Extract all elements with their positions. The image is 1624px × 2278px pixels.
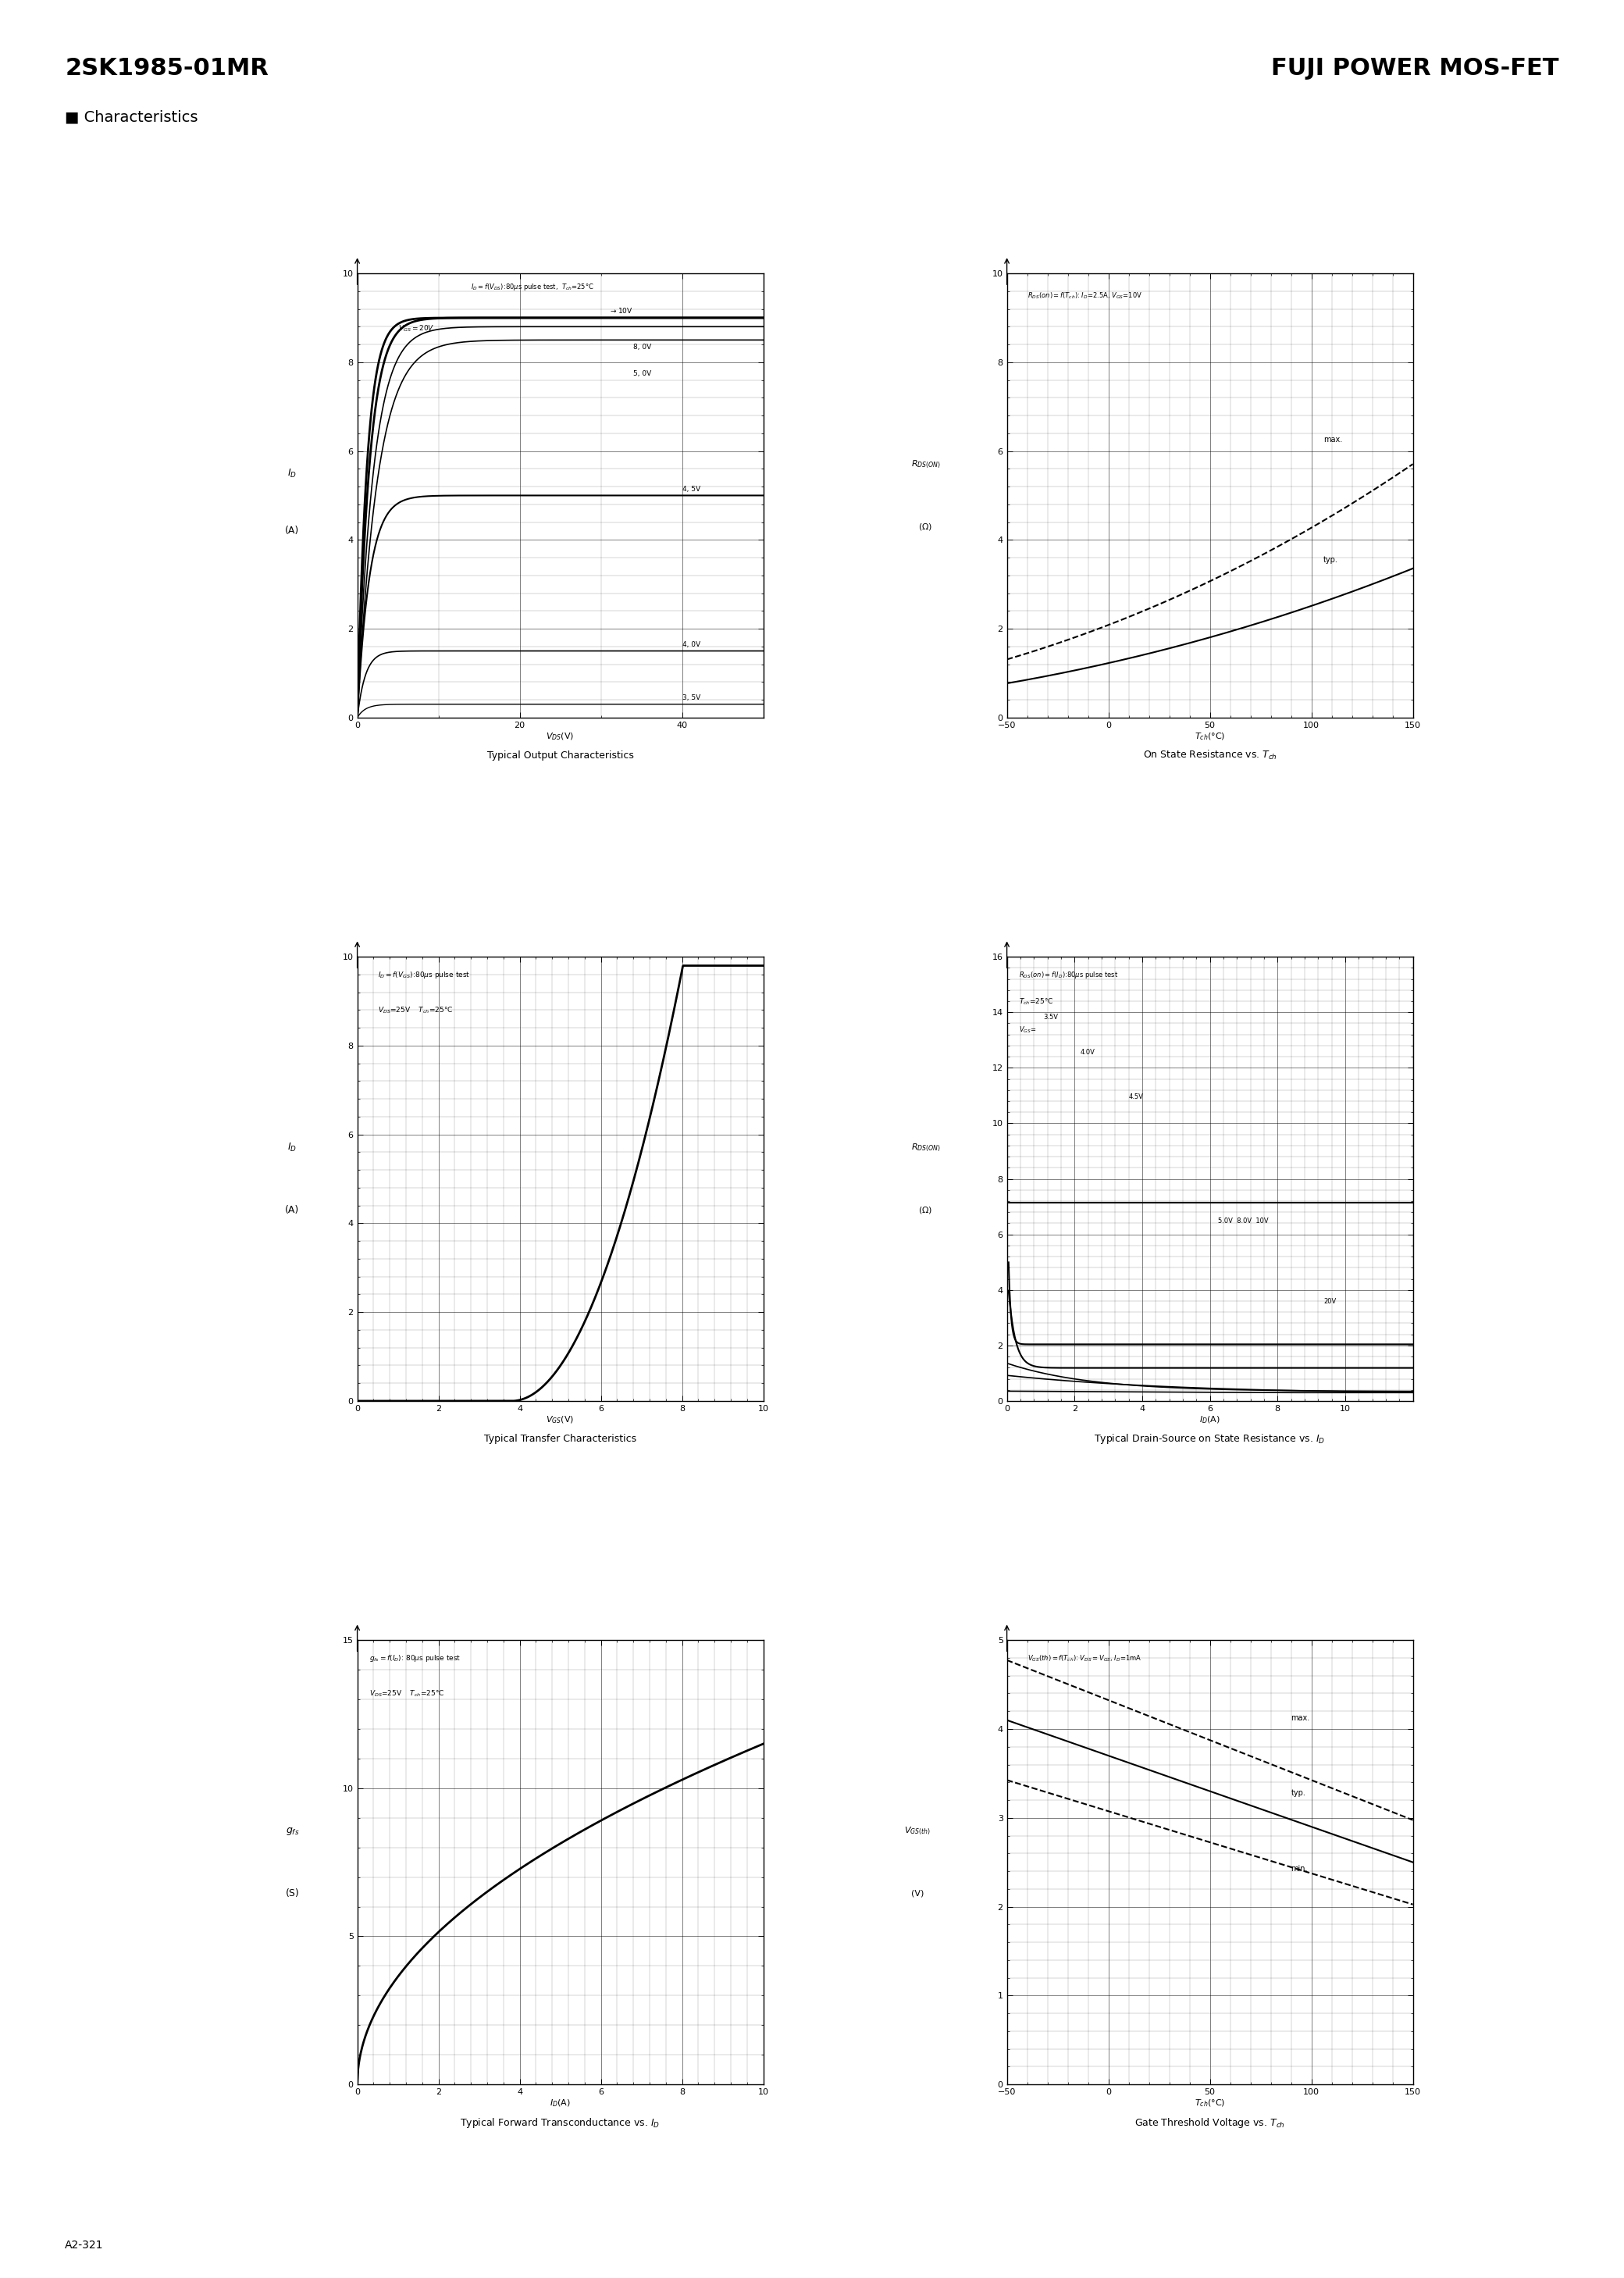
- Text: $g_{fs}$: $g_{fs}$: [286, 1825, 299, 1836]
- Text: (V): (V): [911, 1888, 924, 1898]
- Text: $I_D=f(V_{DS})$:80$\mu$s pulse test,  $T_{ch}$=25°C: $I_D=f(V_{DS})$:80$\mu$s pulse test, $T_…: [471, 282, 594, 292]
- Text: 3, 5V: 3, 5V: [682, 695, 700, 702]
- Text: max.: max.: [1291, 1713, 1311, 1722]
- Text: 5, 0V: 5, 0V: [633, 369, 651, 378]
- Text: Typical Drain-Source on State Resistance vs. $I_D$: Typical Drain-Source on State Resistance…: [1095, 1433, 1325, 1447]
- Text: $V_{GS}=20V$: $V_{GS}=20V$: [398, 323, 434, 335]
- Text: Typical Forward Transconductance vs. $I_D$: Typical Forward Transconductance vs. $I_…: [460, 2116, 661, 2130]
- Text: 4, 0V: 4, 0V: [682, 640, 700, 647]
- Text: typ.: typ.: [1291, 1791, 1306, 1797]
- Text: $V_{DS}$=25V    $T_{ch}$=25°C: $V_{DS}$=25V $T_{ch}$=25°C: [370, 1688, 445, 1699]
- X-axis label: $I_D$(A): $I_D$(A): [1200, 1415, 1220, 1426]
- Text: $V_{GS}(th)=f(T_{ch})$: $V_{DS}=V_{GS}$, $I_D$=1mA: $V_{GS}(th)=f(T_{ch})$: $V_{DS}=V_{GS}$,…: [1026, 1654, 1142, 1663]
- Text: $R_{DS(ON)}$: $R_{DS(ON)}$: [911, 458, 940, 469]
- Text: (S): (S): [286, 1888, 299, 1898]
- Text: 20V: 20V: [1324, 1298, 1337, 1305]
- Text: On State Resistance vs. $T_{ch}$: On State Resistance vs. $T_{ch}$: [1143, 749, 1276, 761]
- X-axis label: $T_{ch}$(°C): $T_{ch}$(°C): [1195, 731, 1224, 743]
- Text: 4, 5V: 4, 5V: [682, 485, 700, 492]
- Text: $V_{GS}$=: $V_{GS}$=: [1020, 1025, 1036, 1034]
- X-axis label: $I_D$(A): $I_D$(A): [551, 2098, 570, 2109]
- Text: 8, 0V: 8, 0V: [633, 344, 651, 351]
- Text: 4.0V: 4.0V: [1080, 1050, 1095, 1057]
- Text: (A): (A): [286, 1205, 299, 1214]
- Text: ■ Characteristics: ■ Characteristics: [65, 109, 198, 125]
- X-axis label: $T_{ch}$(°C): $T_{ch}$(°C): [1195, 2098, 1224, 2109]
- Text: $R_{DS}(on)=f(I_D)$:80$\mu$s pulse test: $R_{DS}(on)=f(I_D)$:80$\mu$s pulse test: [1020, 970, 1119, 980]
- Text: ($\Omega$): ($\Omega$): [919, 522, 932, 531]
- Text: $V_{DS}$=25V    $T_{ch}$=25°C: $V_{DS}$=25V $T_{ch}$=25°C: [377, 1005, 453, 1016]
- Text: Gate Threshold Voltage vs. $T_{ch}$: Gate Threshold Voltage vs. $T_{ch}$: [1135, 2116, 1285, 2130]
- Text: ($\Omega$): ($\Omega$): [919, 1205, 932, 1214]
- X-axis label: $V_{DS}$(V): $V_{DS}$(V): [546, 731, 575, 743]
- Text: $R_{DS(ON)}$: $R_{DS(ON)}$: [911, 1141, 940, 1153]
- Text: max.: max.: [1324, 435, 1343, 444]
- Text: 5.0V  8.0V  10V: 5.0V 8.0V 10V: [1218, 1219, 1268, 1226]
- Text: $V_{GS(th)}$: $V_{GS(th)}$: [905, 1825, 931, 1836]
- Text: $\to$10V: $\to$10V: [609, 305, 633, 314]
- Text: $I_D$: $I_D$: [287, 467, 297, 478]
- Text: 2SK1985-01MR: 2SK1985-01MR: [65, 57, 268, 80]
- Text: (A): (A): [286, 526, 299, 535]
- Text: 4.5V: 4.5V: [1129, 1093, 1143, 1100]
- Text: $R_{DS}(on)=f(T_{ch})$: $I_D$=2.5A, $V_{GS}$=10V: $R_{DS}(on)=f(T_{ch})$: $I_D$=2.5A, $V_{…: [1026, 292, 1142, 301]
- Text: typ.: typ.: [1324, 556, 1338, 563]
- Text: FUJI POWER MOS-FET: FUJI POWER MOS-FET: [1272, 57, 1559, 80]
- Text: $I_D$: $I_D$: [287, 1141, 297, 1153]
- Text: $g_{fs}=f(I_D)$: 80$\mu$s pulse test: $g_{fs}=f(I_D)$: 80$\mu$s pulse test: [370, 1654, 461, 1663]
- Text: $I_D=f(V_{GS})$:80$\mu$s pulse test: $I_D=f(V_{GS})$:80$\mu$s pulse test: [377, 970, 469, 980]
- Text: 3.5V: 3.5V: [1043, 1014, 1059, 1021]
- Text: A2-321: A2-321: [65, 2239, 104, 2251]
- Text: Typical Transfer Characteristics: Typical Transfer Characteristics: [484, 1435, 637, 1444]
- Text: Typical Output Characteristics: Typical Output Characteristics: [487, 752, 633, 761]
- Text: $T_{ch}$=25°C: $T_{ch}$=25°C: [1020, 998, 1054, 1007]
- X-axis label: $V_{GS}$(V): $V_{GS}$(V): [546, 1415, 575, 1426]
- Text: min.: min.: [1291, 1866, 1307, 1873]
